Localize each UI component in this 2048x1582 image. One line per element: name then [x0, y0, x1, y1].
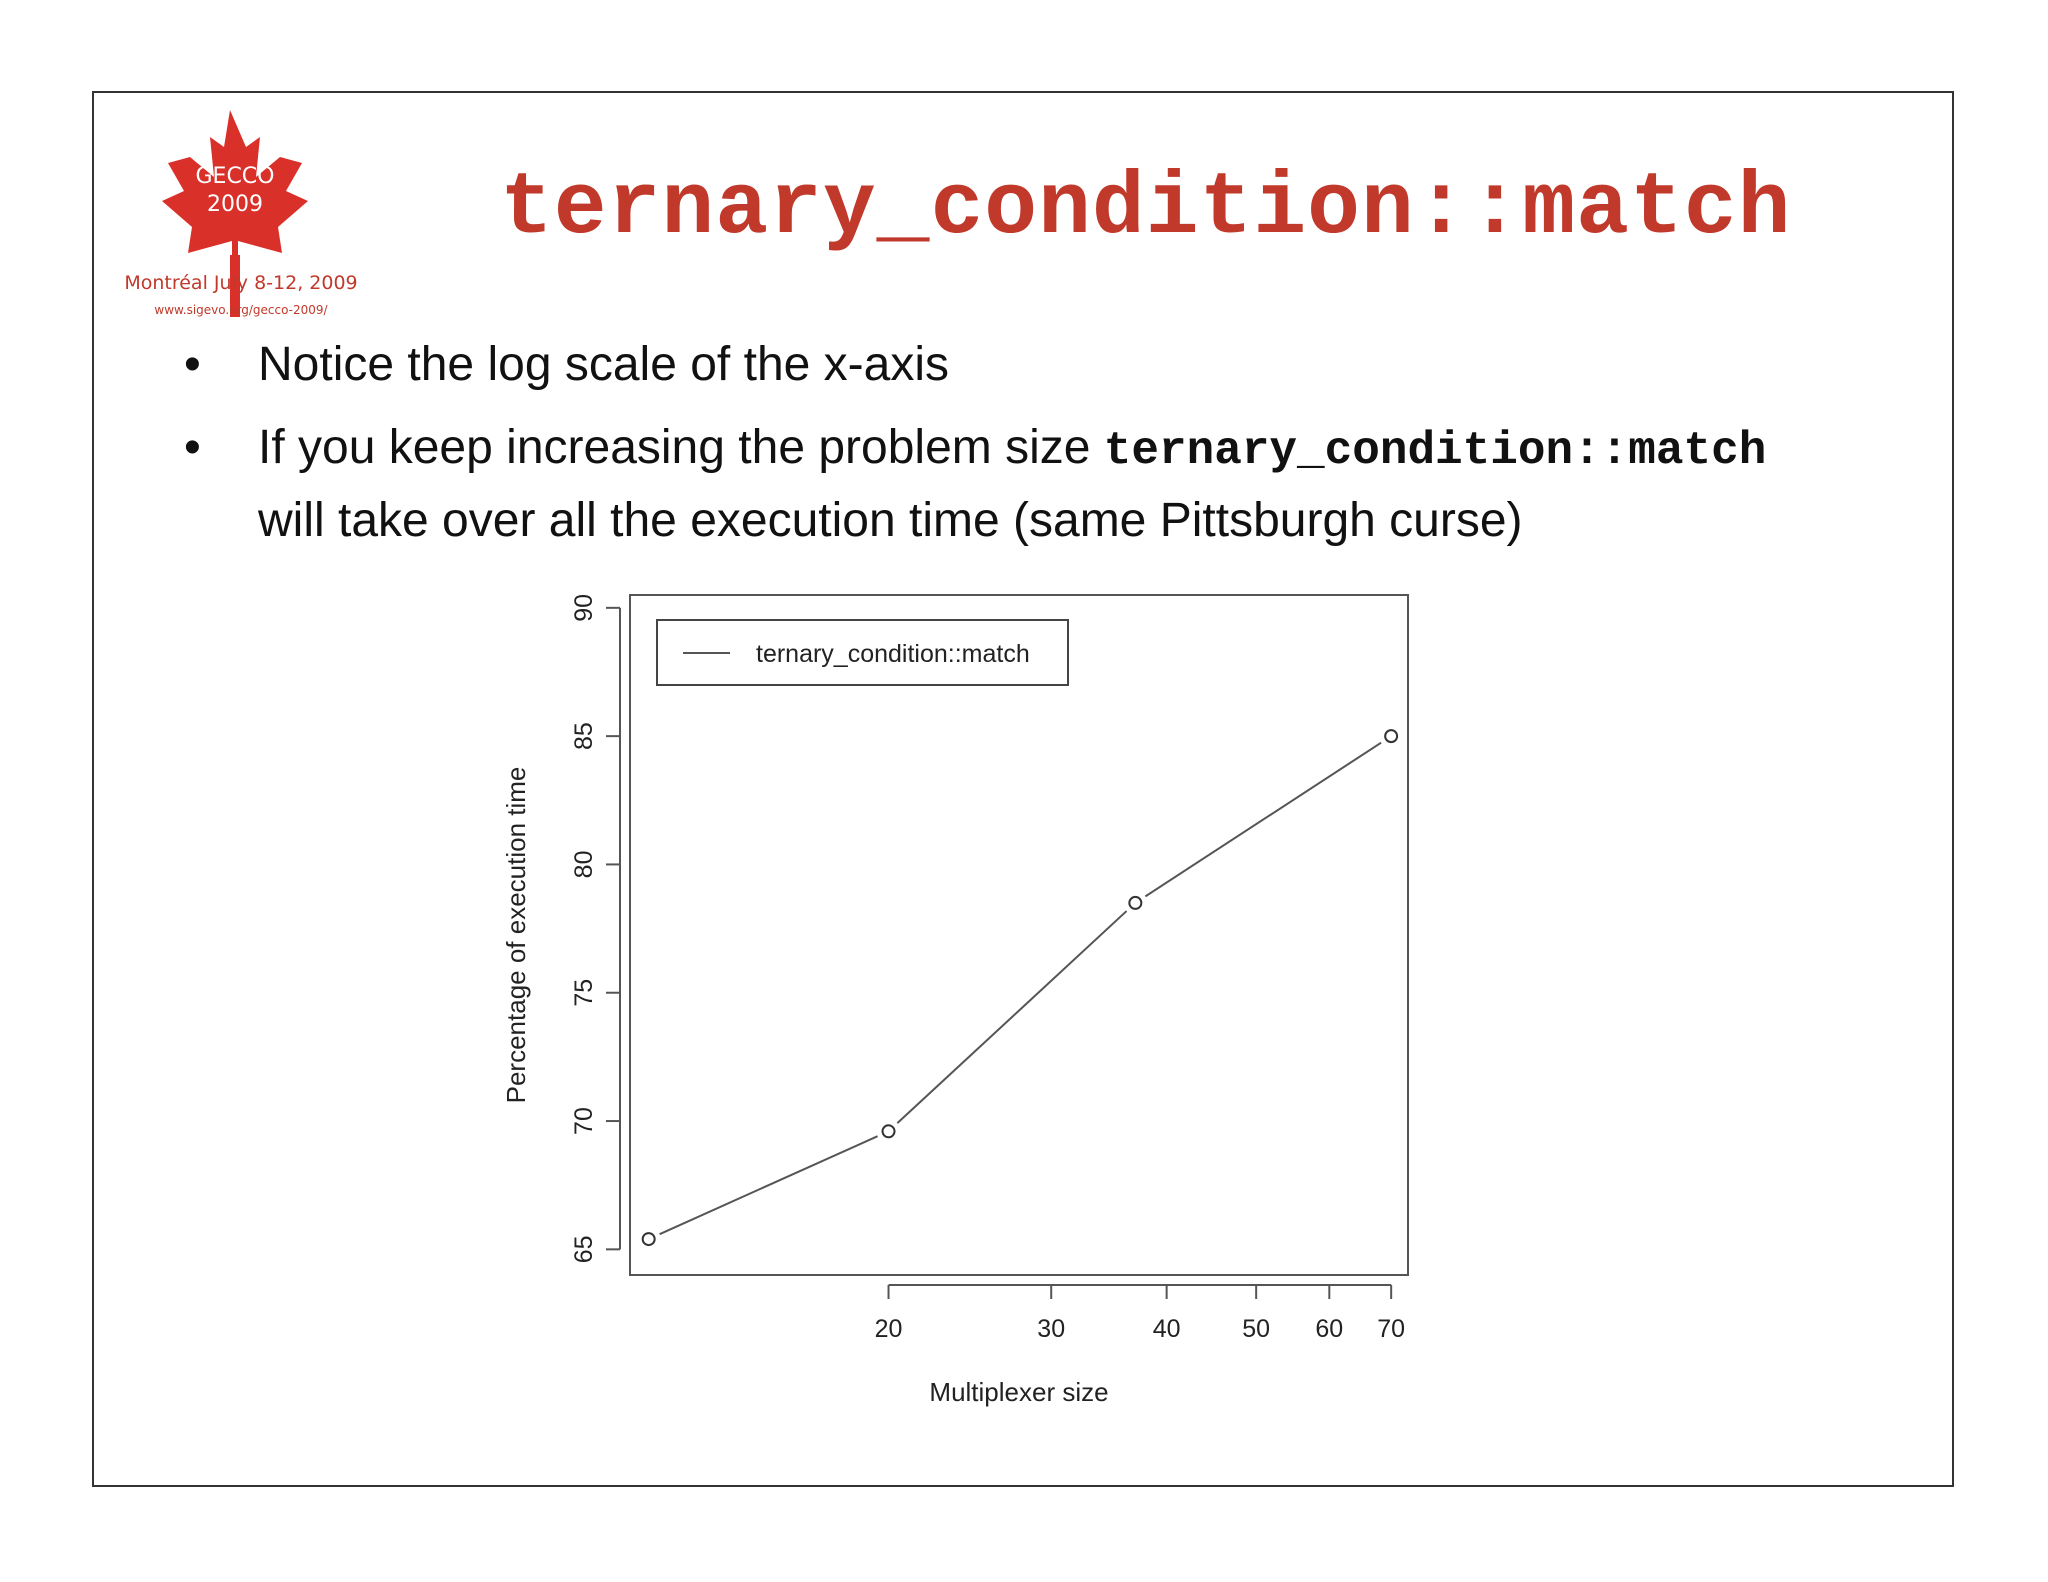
y-tick-label: 80 [570, 851, 598, 879]
bullet-text: Notice the log scale of the x-axis [258, 338, 950, 391]
gecco-logo-icon: GECCO 2009 [162, 110, 308, 317]
bullet-item: • Notice the log scale of the x-axis [180, 330, 1920, 400]
bullet-text-prefix: If you keep increasing the problem size [258, 421, 1104, 474]
x-tick-label: 50 [1242, 1315, 1270, 1343]
data-point [1384, 729, 1399, 744]
logo-place-date: Montréal July 8-12, 2009 [124, 272, 358, 294]
logo-url: www.sigevo.org/gecco-2009/ [154, 303, 328, 317]
bullet-code: ternary_condition::match [1103, 425, 1767, 477]
data-point [641, 1232, 656, 1247]
x-tick-label: 60 [1315, 1315, 1343, 1343]
logo-text-line1: GECCO [196, 164, 275, 189]
logo-text-line2: 2009 [207, 192, 263, 217]
bullet-text-suffix: will take over all the execution time (s… [258, 494, 1523, 547]
x-tick-label: 20 [875, 1315, 903, 1343]
x-tick-label: 40 [1153, 1315, 1181, 1343]
y-tick-label: 70 [570, 1107, 598, 1135]
y-tick-label: 65 [570, 1235, 598, 1263]
slide-frame [92, 91, 1954, 1487]
series-line-segment [1144, 741, 1382, 898]
data-point [1128, 895, 1143, 910]
x-tick-label: 30 [1037, 1315, 1065, 1343]
y-axis-label: Percentage of execution time [501, 767, 531, 1104]
x-axis: 20 30 40 50 60 70 [875, 1284, 1405, 1343]
series-line-segment [659, 1135, 878, 1236]
chart: 65 70 75 80 85 90 20 30 40 50 60 70 ternary_condit… [501, 594, 1409, 1407]
x-tick-label: 70 [1377, 1315, 1405, 1343]
bullet-dot: • [184, 421, 201, 474]
y-tick-label: 90 [570, 594, 598, 622]
slide-title: ternary_condition::match [500, 160, 1792, 259]
data-point [881, 1124, 896, 1139]
legend: ternary_condition::match [656, 619, 1069, 686]
y-tick-label: 75 [570, 979, 598, 1007]
maple-leaf-icon [162, 110, 308, 263]
series-layer [641, 729, 1399, 1247]
x-axis-label: Multiplexer size [929, 1377, 1108, 1407]
legend-entry: ternary_condition::match [756, 640, 1030, 668]
plot-frame [629, 594, 1409, 1276]
y-tick-label: 85 [570, 722, 598, 750]
bullet-list: • Notice the log scale of the x-axis • I… [180, 330, 1920, 569]
y-axis: 65 70 75 80 85 90 [570, 594, 621, 1263]
series-line-segment [896, 910, 1128, 1124]
bullet-dot: • [184, 338, 201, 391]
bullet-item: • If you keep increasing the problem siz… [180, 413, 1920, 556]
